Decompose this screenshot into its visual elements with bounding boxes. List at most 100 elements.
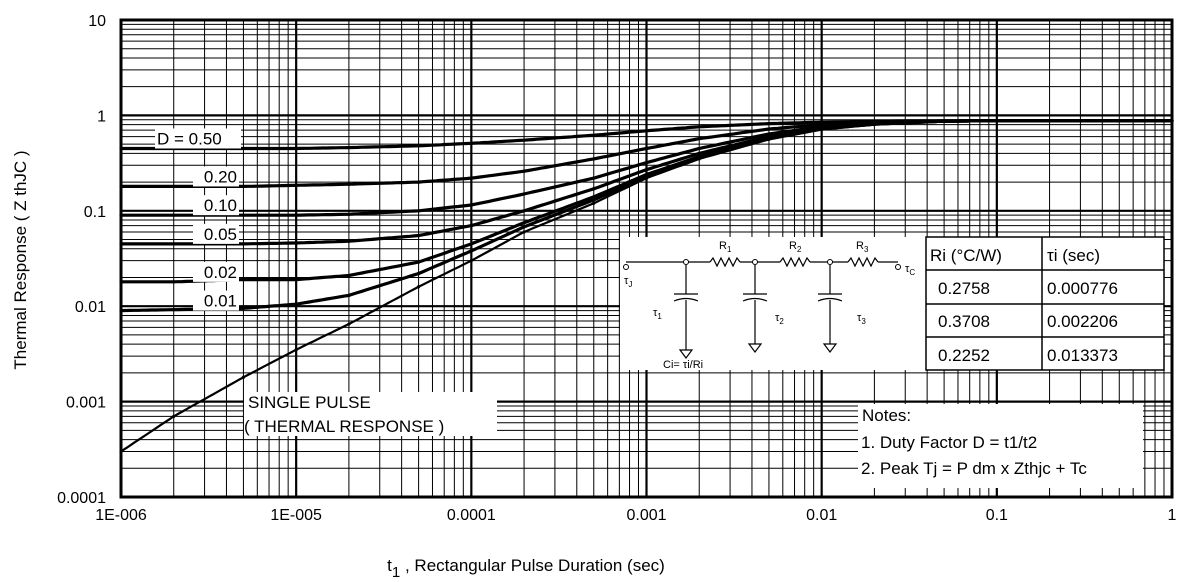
x-tick-label: 1 — [1168, 507, 1177, 524]
tau3-label: τ3 — [857, 312, 866, 326]
data-point — [522, 169, 526, 173]
r3-label: R3 — [856, 240, 869, 254]
plot-frame — [119, 18, 1174, 499]
r1-symbol: R — [719, 240, 727, 252]
rc-table-cell: 0.2758 — [938, 279, 990, 298]
data-point — [820, 127, 824, 132]
data-point — [644, 161, 649, 165]
data-point — [347, 273, 351, 278]
data-point — [469, 249, 473, 253]
data-point — [172, 184, 176, 189]
data-point — [820, 120, 824, 124]
tau2-sub: 2 — [779, 317, 784, 326]
r3-symbol: R — [856, 240, 864, 252]
data-point — [872, 123, 876, 127]
data-point — [522, 209, 526, 213]
capacitor-2 — [742, 265, 768, 353]
tau1-label: τ1 — [653, 307, 662, 321]
ci-formula: Ci= τi/Ri — [663, 359, 703, 371]
data-point — [592, 198, 596, 202]
data-point — [347, 239, 351, 243]
tau3-symbol: τ — [857, 312, 862, 324]
tau-j-label: τJ — [624, 275, 632, 289]
data-point — [241, 375, 246, 379]
data-point — [347, 212, 351, 216]
x-tick-label: 0.01 — [806, 507, 837, 524]
data-point — [294, 213, 298, 217]
data-point — [697, 151, 701, 155]
notes-title: Notes: — [862, 406, 911, 425]
data-point — [697, 146, 701, 151]
node-2 — [752, 259, 758, 265]
series-label-bg — [155, 128, 241, 149]
rc-table-cell: 0.002206 — [1047, 312, 1118, 331]
data-point — [469, 223, 473, 228]
series-label: 0.02 — [204, 263, 237, 282]
single-pulse-label-line2: ( THERMAL RESPONSE ) — [244, 417, 444, 436]
data-point — [942, 120, 946, 124]
single-pulse-label-line1: SINGLE PULSE — [248, 393, 371, 412]
rc-table: Ri (°C/W) τi (sec) 0.2758 0.000776 0.370… — [925, 236, 1165, 371]
series-label-bg — [193, 261, 239, 282]
data-point — [644, 146, 649, 151]
tau-c-label: τC — [905, 263, 915, 277]
circuit-bg — [620, 237, 926, 370]
data-point — [767, 127, 771, 131]
r2-symbol: R — [789, 240, 797, 252]
data-point — [592, 176, 596, 180]
r1-sub: 1 — [727, 245, 732, 254]
data-point — [469, 176, 473, 180]
note-2: 2. Peak Tj = P dm x Zthjc + Tc — [861, 459, 1087, 478]
x-axis-label-t: t — [387, 556, 392, 575]
data-point — [417, 260, 421, 264]
x-tick-labels: 1E-006 1E-005 0.0001 0.001 0.01 0.1 1 — [95, 507, 1176, 524]
data-point — [469, 141, 473, 145]
series-label: 0.10 — [204, 196, 237, 215]
data-point — [294, 183, 298, 187]
r1-label: R1 — [719, 240, 732, 254]
rc-network-diagram: τJ τC R1 R2 R3 τ1 τ2 τ3 Ci= τi/Ri — [620, 237, 926, 371]
data-point — [767, 132, 771, 136]
x-tick-label: 1E-005 — [270, 507, 322, 524]
x-tick-label: 0.1 — [986, 507, 1008, 524]
y-tick-label: 1 — [97, 108, 106, 125]
series-label: 0.20 — [204, 167, 237, 186]
tau-c-sub: C — [909, 268, 915, 277]
data-point — [241, 146, 246, 151]
tau1-symbol: τ — [653, 307, 658, 319]
data-point — [767, 122, 771, 126]
data-point — [697, 137, 701, 141]
series-label-bg — [193, 195, 239, 216]
tau3-sub: 3 — [861, 317, 866, 326]
curves — [119, 119, 1174, 454]
data-point — [294, 302, 298, 306]
data-point — [995, 119, 999, 123]
rc-table-header-tau: τi (sec) — [1047, 246, 1100, 265]
data-point — [592, 187, 596, 191]
r2-sub: 2 — [797, 245, 802, 254]
r2-label: R2 — [789, 240, 802, 254]
tau-j-sub: J — [628, 280, 632, 289]
x-axis-label-sub: 1 — [392, 564, 400, 581]
tau-j-symbol: τ — [624, 275, 629, 287]
data-point — [241, 306, 246, 310]
capacitor-1 — [673, 265, 699, 359]
tau-c-symbol: τ — [905, 263, 910, 275]
data-point — [294, 348, 298, 352]
data-point — [294, 146, 298, 151]
data-point — [592, 133, 596, 137]
data-point — [347, 293, 351, 297]
r3-sub: 3 — [864, 245, 869, 254]
data-point — [241, 184, 246, 189]
node-3 — [827, 259, 833, 265]
series-label: D = 0.50 — [157, 129, 222, 148]
data-point — [592, 195, 596, 199]
data-point — [417, 209, 421, 213]
data-point — [294, 241, 298, 245]
data-point — [172, 308, 176, 312]
y-tick-label: 0.001 — [66, 395, 106, 412]
data-point — [294, 278, 298, 282]
data-point — [767, 137, 771, 142]
data-point — [417, 144, 421, 148]
